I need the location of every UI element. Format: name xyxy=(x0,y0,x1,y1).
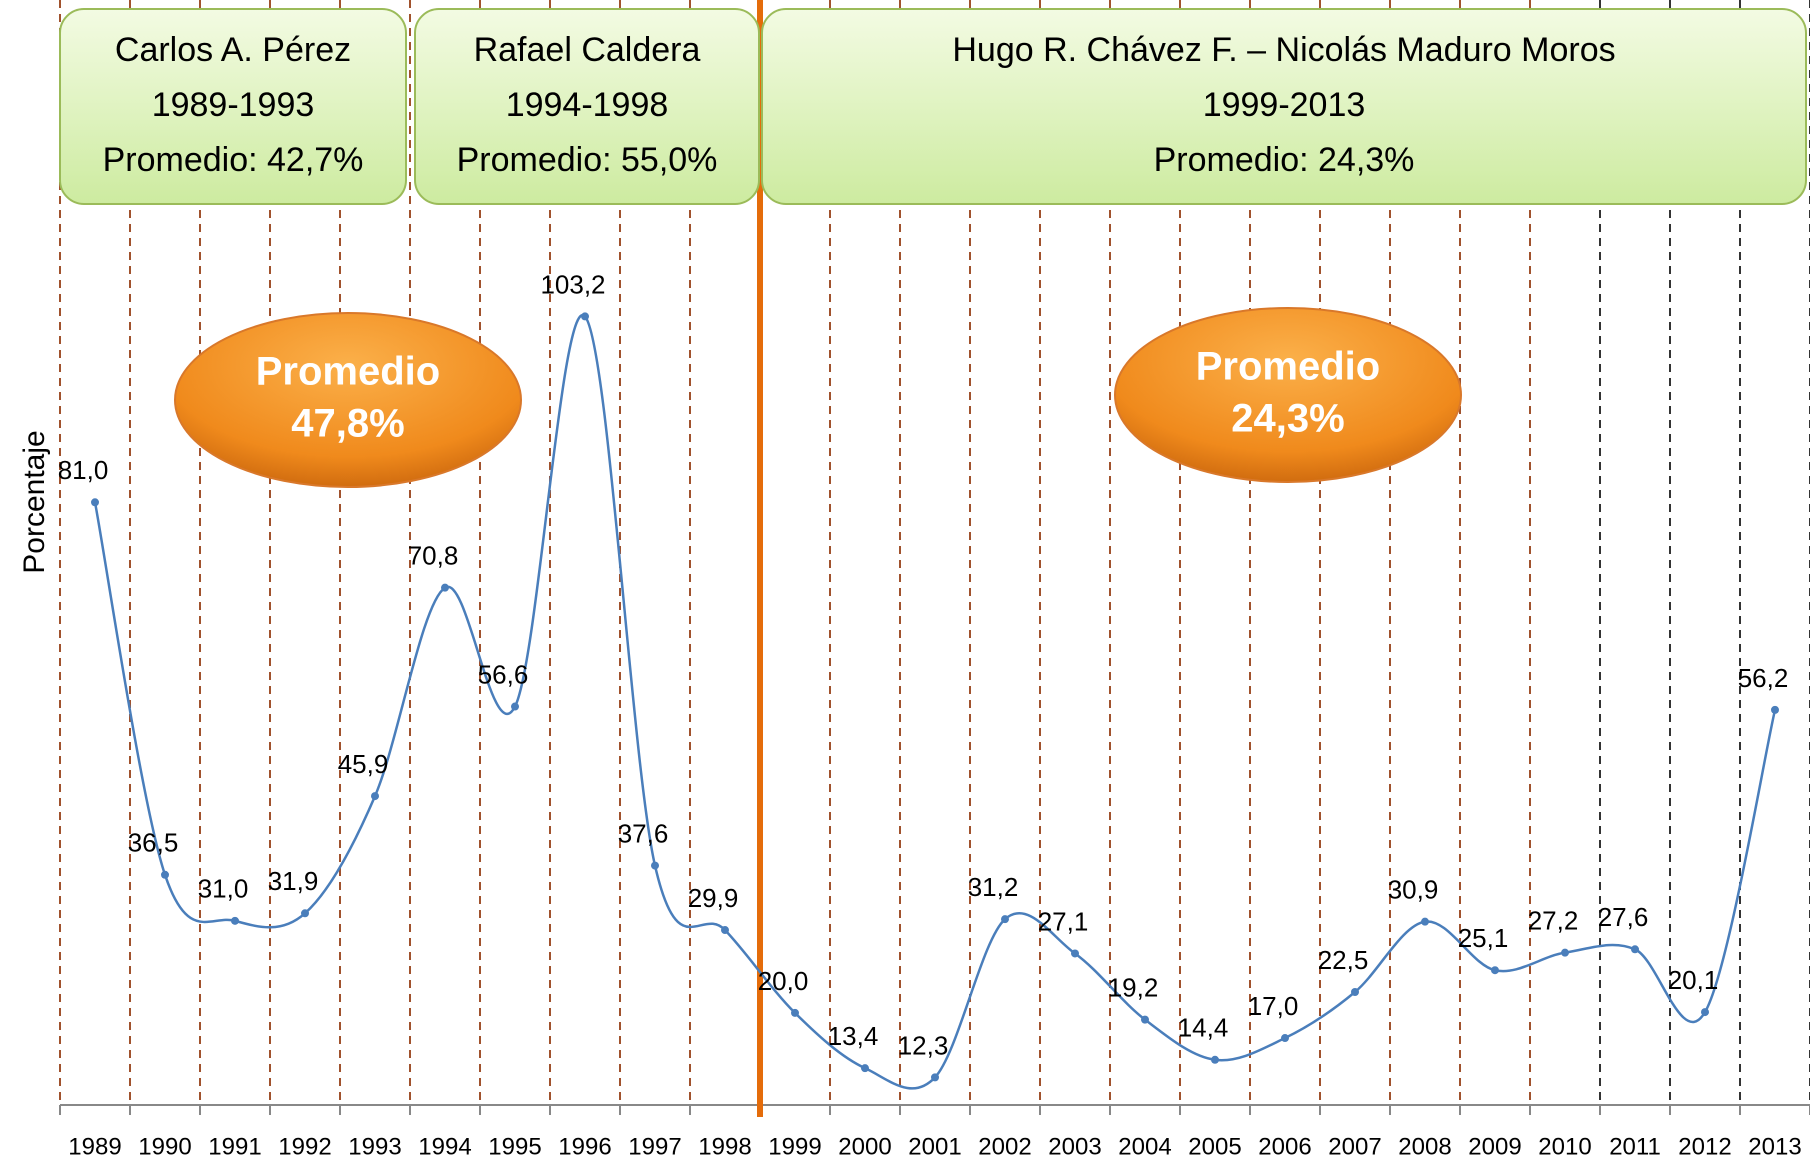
data-point xyxy=(1071,949,1079,958)
data-point xyxy=(301,909,309,918)
data-label: 56,6 xyxy=(478,659,529,689)
average-oval xyxy=(174,312,522,488)
period-box xyxy=(761,8,1807,205)
data-label: 30,9 xyxy=(1388,875,1439,905)
data-point xyxy=(1561,948,1569,957)
data-label: 14,4 xyxy=(1178,1013,1229,1043)
data-label: 31,2 xyxy=(968,872,1019,902)
data-point xyxy=(861,1064,869,1073)
data-point xyxy=(1351,987,1359,996)
data-point xyxy=(231,916,239,925)
x-tick-label: 2013 xyxy=(1748,1133,1801,1160)
y-axis-label: Porcentaje xyxy=(18,430,51,573)
x-tick-label: 2008 xyxy=(1398,1133,1451,1160)
data-label: 70,8 xyxy=(408,541,459,571)
period-text: Promedio: 42,7% xyxy=(103,141,364,179)
data-point xyxy=(1421,917,1429,926)
data-label: 22,5 xyxy=(1318,945,1369,975)
x-tick-label: 1990 xyxy=(138,1133,191,1160)
x-tick-label: 1996 xyxy=(558,1133,611,1160)
x-tick-label: 1993 xyxy=(348,1133,401,1160)
data-point xyxy=(1001,915,1009,924)
average-oval xyxy=(1114,307,1462,483)
period-text: Hugo R. Chávez F. – Nicolás Maduro Moros xyxy=(952,31,1615,69)
data-point xyxy=(581,312,589,321)
data-point xyxy=(371,792,379,801)
data-label: 56,2 xyxy=(1738,663,1789,693)
x-tick-label: 2011 xyxy=(1609,1133,1661,1160)
data-label: 31,0 xyxy=(198,874,249,904)
data-point xyxy=(1141,1015,1149,1024)
x-tick-label: 2006 xyxy=(1258,1133,1311,1160)
x-tick-label: 1989 xyxy=(68,1133,121,1160)
data-point xyxy=(721,926,729,935)
x-tick-label: 2003 xyxy=(1048,1133,1101,1160)
data-point xyxy=(511,702,519,711)
x-tick-label: 1998 xyxy=(698,1133,751,1160)
x-tick-label: 2010 xyxy=(1538,1133,1591,1160)
period-text: Promedio: 24,3% xyxy=(1154,141,1415,179)
data-point xyxy=(1701,1008,1709,1017)
data-label: 19,2 xyxy=(1108,972,1159,1002)
data-point xyxy=(161,870,169,879)
data-label: 29,9 xyxy=(688,883,739,913)
data-point xyxy=(651,861,659,870)
data-point xyxy=(931,1073,939,1082)
data-label: 17,0 xyxy=(1248,991,1299,1021)
period-text: 1999-2013 xyxy=(1203,86,1366,124)
x-tick-label: 2012 xyxy=(1678,1133,1731,1160)
period-box xyxy=(414,8,760,205)
data-point xyxy=(1211,1055,1219,1064)
data-point xyxy=(441,583,449,592)
x-tick-label: 2001 xyxy=(908,1133,961,1160)
data-label: 27,6 xyxy=(1598,902,1649,932)
x-tick-label: 1997 xyxy=(628,1133,681,1160)
x-tick-label: 1992 xyxy=(278,1133,331,1160)
period-text: 1994-1998 xyxy=(506,86,669,124)
data-point xyxy=(1771,705,1779,714)
data-label: 25,1 xyxy=(1458,923,1509,953)
average-text: 47,8% xyxy=(291,402,404,446)
x-tick-label: 2002 xyxy=(978,1133,1031,1160)
data-point xyxy=(1281,1034,1289,1043)
data-label: 31,9 xyxy=(268,866,319,896)
data-label: 12,3 xyxy=(898,1030,949,1060)
data-label: 20,1 xyxy=(1668,965,1719,995)
x-tick-label: 1999 xyxy=(768,1133,821,1160)
x-tick-label: 2009 xyxy=(1468,1133,1521,1160)
data-point xyxy=(1631,945,1639,954)
data-label: 103,2 xyxy=(540,269,605,299)
data-label: 13,4 xyxy=(828,1021,879,1051)
data-point xyxy=(791,1008,799,1017)
data-label: 20,0 xyxy=(758,966,809,996)
data-point xyxy=(91,498,99,507)
period-text: Promedio: 55,0% xyxy=(457,141,718,179)
data-label: 36,5 xyxy=(128,828,179,858)
period-box xyxy=(59,8,407,205)
x-tick-label: 2004 xyxy=(1118,1133,1171,1160)
data-label: 27,1 xyxy=(1038,906,1089,936)
data-point xyxy=(1491,966,1499,975)
data-label: 37,6 xyxy=(618,818,669,848)
x-tick-label: 2005 xyxy=(1188,1133,1241,1160)
x-tick-label: 1991 xyxy=(208,1133,261,1160)
data-label: 27,2 xyxy=(1528,906,1579,936)
x-tick-label: 1995 xyxy=(488,1133,541,1160)
period-text: Carlos A. Pérez xyxy=(115,31,351,69)
data-label: 81,0 xyxy=(58,455,109,485)
period-text: 1989-1993 xyxy=(152,86,315,124)
average-text: Promedio xyxy=(256,350,440,394)
average-text: Promedio xyxy=(1196,345,1380,389)
average-text: 24,3% xyxy=(1231,397,1344,441)
data-label: 45,9 xyxy=(338,749,389,779)
x-tick-label: 2000 xyxy=(838,1133,891,1160)
period-text: Rafael Caldera xyxy=(474,31,701,69)
x-tick-label: 2007 xyxy=(1328,1133,1381,1160)
x-tick-label: 1994 xyxy=(418,1133,471,1160)
